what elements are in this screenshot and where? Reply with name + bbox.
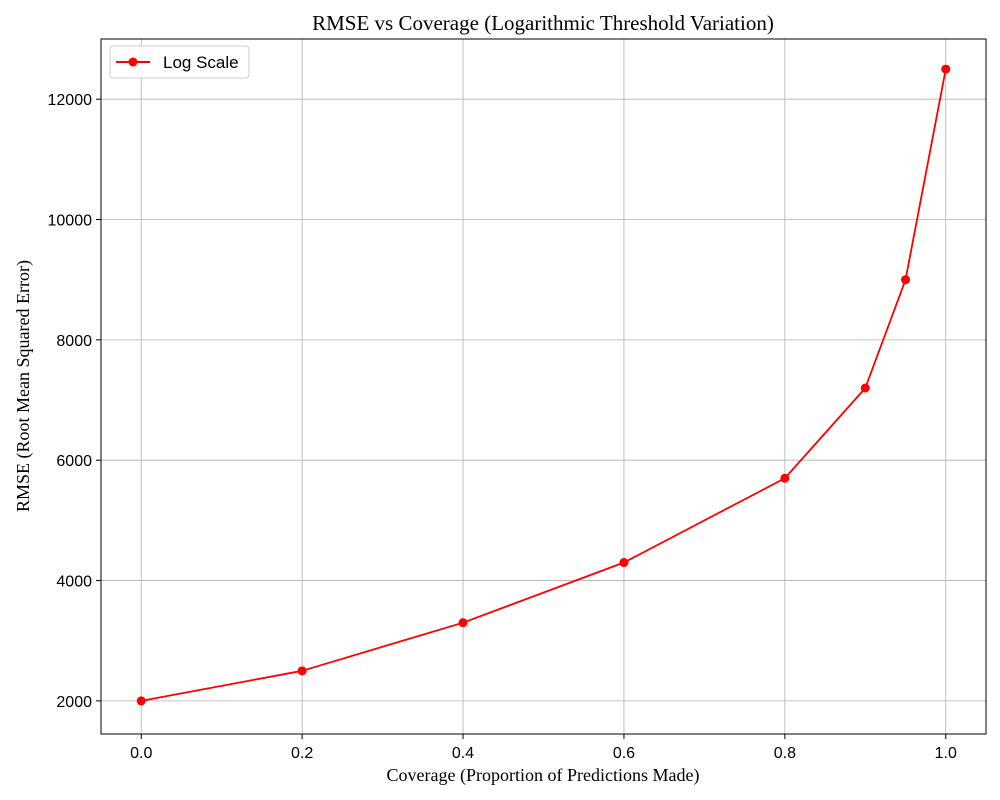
x-tick-label: 0.8 xyxy=(774,745,796,762)
x-tick-label: 0.2 xyxy=(291,745,313,762)
x-axis-label: Coverage (Proportion of Predictions Made… xyxy=(387,765,700,786)
ticks: 0.0 0.2 0.4 0.6 0.8 1.0 2000 4000 6000 8000 10000 1… xyxy=(48,92,957,762)
x-tick-label: 0.6 xyxy=(613,745,635,762)
data-point xyxy=(619,558,629,568)
chart-title: RMSE vs Coverage (Logarithmic Threshold … xyxy=(312,11,774,35)
data-point xyxy=(297,666,307,676)
legend-box xyxy=(109,45,250,79)
data-point xyxy=(860,383,870,393)
grid xyxy=(101,39,986,734)
x-tick-label: 0.0 xyxy=(130,745,152,762)
x-tick-label: 0.4 xyxy=(452,745,474,762)
legend: Log Scale xyxy=(109,45,250,79)
data-point xyxy=(458,618,468,628)
y-axis-label: RMSE (Root Mean Squared Error) xyxy=(13,260,34,512)
y-tick-label: 6000 xyxy=(56,453,92,470)
data-point xyxy=(901,275,911,285)
legend-label: Log Scale xyxy=(163,53,239,72)
y-tick-label: 8000 xyxy=(56,333,92,350)
series-layer xyxy=(136,64,951,706)
y-tick-label: 4000 xyxy=(56,574,92,591)
y-tick-label: 10000 xyxy=(48,213,93,230)
y-tick-label: 12000 xyxy=(48,92,93,109)
data-point xyxy=(941,64,951,74)
data-point xyxy=(780,473,790,483)
x-tick-label: 1.0 xyxy=(935,745,957,762)
legend-marker xyxy=(128,57,138,67)
y-tick-label: 2000 xyxy=(56,694,92,711)
series-line xyxy=(141,68,947,702)
data-point xyxy=(136,696,146,706)
plot-frame xyxy=(100,38,987,735)
